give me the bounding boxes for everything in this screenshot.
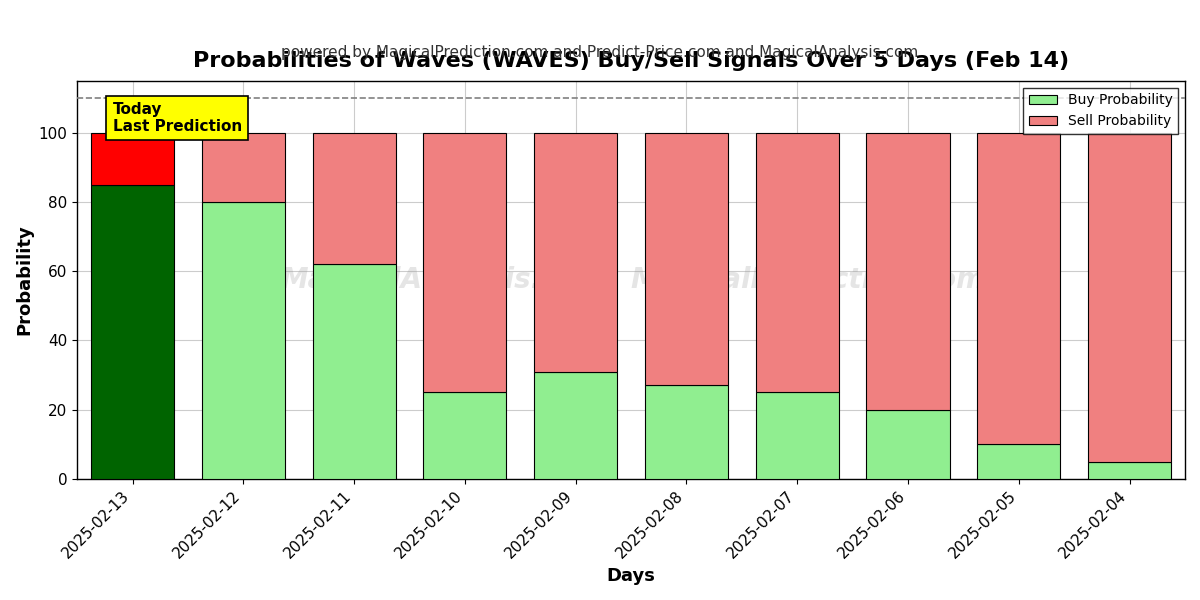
Bar (534, 133, 617, 371)
Text: powered by MagicalPrediction.com and Predict-Price.com and MagicalAnalysis.com: powered by MagicalPrediction.com and Pre… (281, 45, 919, 60)
Bar (534, 371, 617, 479)
Bar (644, 133, 728, 385)
Bar (312, 133, 396, 264)
Bar (424, 392, 506, 479)
Bar (424, 133, 506, 392)
Bar (756, 133, 839, 392)
Bar (644, 385, 728, 479)
Text: MagicalAnalysis.com: MagicalAnalysis.com (280, 266, 606, 294)
Bar (91, 185, 174, 479)
Text: MagicalPrediction.com: MagicalPrediction.com (631, 266, 986, 294)
X-axis label: Days: Days (607, 567, 655, 585)
Bar (1088, 133, 1171, 461)
Bar (91, 133, 174, 185)
Bar (977, 133, 1061, 444)
Y-axis label: Probability: Probability (14, 224, 32, 335)
Legend: Buy Probability, Sell Probability: Buy Probability, Sell Probability (1024, 88, 1178, 134)
Bar (977, 444, 1061, 479)
Bar (312, 264, 396, 479)
Bar (202, 202, 284, 479)
Title: Probabilities of Waves (WAVES) Buy/Sell Signals Over 5 Days (Feb 14): Probabilities of Waves (WAVES) Buy/Sell … (193, 51, 1069, 71)
Bar (202, 133, 284, 202)
Bar (866, 133, 949, 410)
Text: Today
Last Prediction: Today Last Prediction (113, 101, 242, 134)
Bar (866, 410, 949, 479)
Bar (1088, 461, 1171, 479)
Bar (756, 392, 839, 479)
